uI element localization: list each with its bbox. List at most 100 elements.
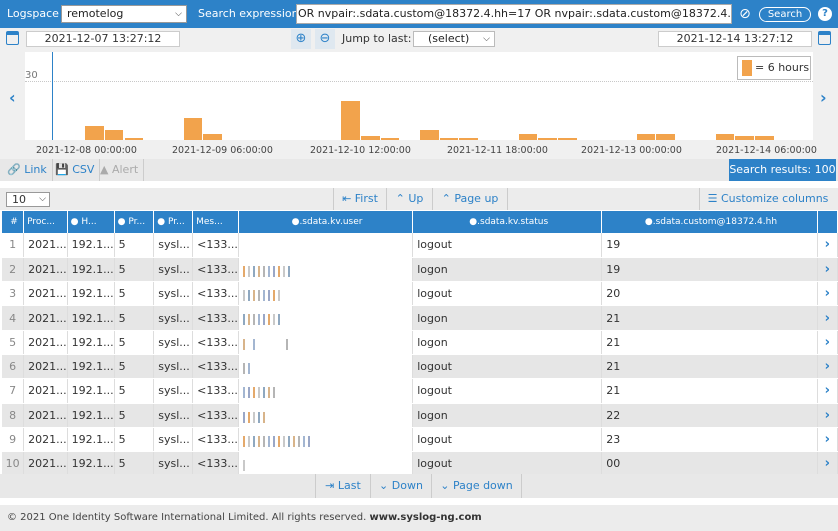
histogram-bar[interactable] <box>636 134 656 140</box>
copyright-text: © 2021 One Identity Software Internation… <box>7 512 367 523</box>
csv-button[interactable]: 💾 CSV <box>50 159 101 181</box>
histogram-bar[interactable] <box>104 130 124 140</box>
status-cell: logout <box>412 354 603 380</box>
histogram-bar[interactable] <box>518 134 538 140</box>
histogram-bar[interactable] <box>341 100 360 140</box>
up-button[interactable]: ⌃ Up <box>386 188 432 210</box>
message-cell: <133... <box>192 427 239 453</box>
column-header-index[interactable]: # <box>2 211 25 233</box>
message-cell: <133... <box>192 330 239 355</box>
column-header-proc[interactable]: Proc... <box>23 211 68 233</box>
table-row[interactable]: 7 2021... 192.1... 5 sysl... <133... logout 21 › <box>2 378 838 404</box>
chevron-right-icon[interactable]: › <box>817 451 838 477</box>
column-header-host[interactable]: ● H... <box>67 211 115 233</box>
priority-cell: 5 <box>114 257 155 283</box>
host-cell: 192.1... <box>67 403 115 428</box>
redacted-mark <box>262 411 265 423</box>
histogram-plot[interactable] <box>25 52 813 140</box>
histogram-bar[interactable] <box>538 138 557 140</box>
page-down-label: Page down <box>452 479 513 492</box>
table-row[interactable]: 4 2021... 192.1... 5 sysl... <133... logon 21 › <box>2 305 838 331</box>
histogram-bar[interactable] <box>420 130 439 140</box>
column-header-message[interactable]: Mes... <box>192 211 239 233</box>
histogram-bar[interactable] <box>380 138 400 140</box>
histogram-bar[interactable] <box>360 136 380 140</box>
chevron-right-icon[interactable]: › <box>817 233 838 258</box>
redacted-mark <box>297 435 300 447</box>
zoom-out-icon[interactable]: ⊖ <box>315 29 335 49</box>
chevron-right-icon[interactable]: › <box>817 354 838 380</box>
histogram-bar[interactable] <box>557 138 577 140</box>
chevron-right-icon[interactable]: › <box>817 378 838 404</box>
histogram-bar[interactable] <box>459 138 479 140</box>
column-header-program[interactable]: ● Pr... <box>153 211 194 233</box>
chevron-right-icon[interactable]: › <box>817 257 838 283</box>
calendar-icon[interactable] <box>6 31 19 45</box>
histogram-legend: = 6 hours <box>737 56 811 80</box>
jump-to-last-select[interactable]: (select) ⌵ <box>413 31 495 47</box>
table-row[interactable]: 2 2021... 192.1... 5 sysl... <133... logon 19 › <box>2 257 838 283</box>
message-cell: <133... <box>192 281 239 307</box>
redacted-mark <box>262 265 265 277</box>
alert-button[interactable]: ▲ Alert <box>95 159 145 181</box>
chevron-left-icon[interactable]: ‹ <box>9 88 16 107</box>
table-row[interactable]: 1 2021... 192.1... 5 sysl... <133... logout 19 › <box>2 233 838 258</box>
histogram-bar[interactable] <box>203 134 222 140</box>
status-cell: logout <box>412 281 603 307</box>
chevron-right-icon[interactable]: › <box>817 281 838 307</box>
histogram-bar[interactable] <box>85 126 104 140</box>
help-icon[interactable]: ? <box>818 7 832 21</box>
last-page-button[interactable]: ⇥ Last <box>315 474 370 498</box>
chevron-right-icon[interactable]: › <box>817 427 838 453</box>
first-page-button[interactable]: ⇤ First <box>333 188 386 210</box>
zoom-in-icon[interactable]: ⊕ <box>291 29 311 49</box>
program-cell: sysl... <box>153 378 194 404</box>
priority-cell: 5 <box>114 451 155 477</box>
redacted-mark <box>242 338 245 350</box>
column-header-priority[interactable]: ● Pr... <box>114 211 155 233</box>
row-index: 5 <box>2 330 25 355</box>
page-down-button[interactable]: ⌄ Page down <box>431 474 522 498</box>
host-cell: 192.1... <box>67 378 115 404</box>
table-row[interactable]: 6 2021... 192.1... 5 sysl... <133... logout 21 › <box>2 354 838 380</box>
customize-columns-button[interactable]: ☰ Customize columns <box>699 188 836 210</box>
chevron-right-icon[interactable]: › <box>817 403 838 428</box>
column-header-hh[interactable]: ●.sdata.custom@18372.4.hh <box>601 211 818 233</box>
down-button[interactable]: ⌄ Down <box>370 474 431 498</box>
chevron-right-icon[interactable]: › <box>817 330 838 355</box>
clear-icon[interactable]: ⊘ <box>739 6 751 22</box>
table-row[interactable]: 9 2021... 192.1... 5 sysl... <133... logout 23 › <box>2 427 838 453</box>
column-header-status[interactable]: ●.sdata.kv.status <box>412 211 603 233</box>
redacted-mark <box>242 460 245 472</box>
link-button[interactable]: 🔗 Link <box>2 159 53 181</box>
search-button[interactable]: Search <box>759 7 811 22</box>
redacted-mark <box>282 435 285 447</box>
user-cell <box>238 281 414 307</box>
table-row[interactable]: 10 2021... 192.1... 5 sysl... <133... logout 00… <box>2 451 838 477</box>
page-size-select[interactable]: 10 ⌵ <box>6 192 50 207</box>
redacted-mark <box>247 290 250 302</box>
histogram-bar[interactable] <box>124 138 144 140</box>
from-date-input[interactable]: 2021-12-07 13:27:12 <box>26 31 180 47</box>
chevron-right-icon[interactable]: › <box>817 305 838 331</box>
to-date-input[interactable]: 2021-12-14 13:27:12 <box>658 31 812 47</box>
histogram-bar[interactable] <box>183 118 203 140</box>
logspace-select[interactable]: remotelog ⌵ <box>61 5 187 23</box>
histogram-bar[interactable] <box>439 138 459 140</box>
page-up-button[interactable]: ⌃ Page up <box>432 188 508 210</box>
search-expression-input[interactable]: OR nvpair:.sdata.custom@18372.4.hh=17 OR… <box>296 4 732 24</box>
histogram-bar[interactable] <box>735 136 754 140</box>
program-cell: sysl... <box>153 305 194 331</box>
chevron-right-icon[interactable]: › <box>820 88 827 107</box>
table-row[interactable]: 3 2021... 192.1... 5 sysl... <133... logout 20 › <box>2 281 838 307</box>
footer-site-link[interactable]: www.syslog-ng.com <box>369 512 482 523</box>
histogram-bar[interactable] <box>754 136 774 140</box>
histogram-bar[interactable] <box>656 134 676 140</box>
table-row[interactable]: 5 2021... 192.1... 5 sysl... <133... logon 21 › <box>2 330 838 355</box>
histogram-bar[interactable] <box>715 134 735 140</box>
column-header-user[interactable]: ●.sdata.kv.user <box>238 211 414 233</box>
table-row[interactable]: 8 2021... 192.1... 5 sysl... <133... logon 22 › <box>2 403 838 428</box>
calendar-icon[interactable] <box>818 31 831 45</box>
chevron-down-icon: ⌵ <box>39 194 46 204</box>
redacted-mark <box>302 435 305 447</box>
